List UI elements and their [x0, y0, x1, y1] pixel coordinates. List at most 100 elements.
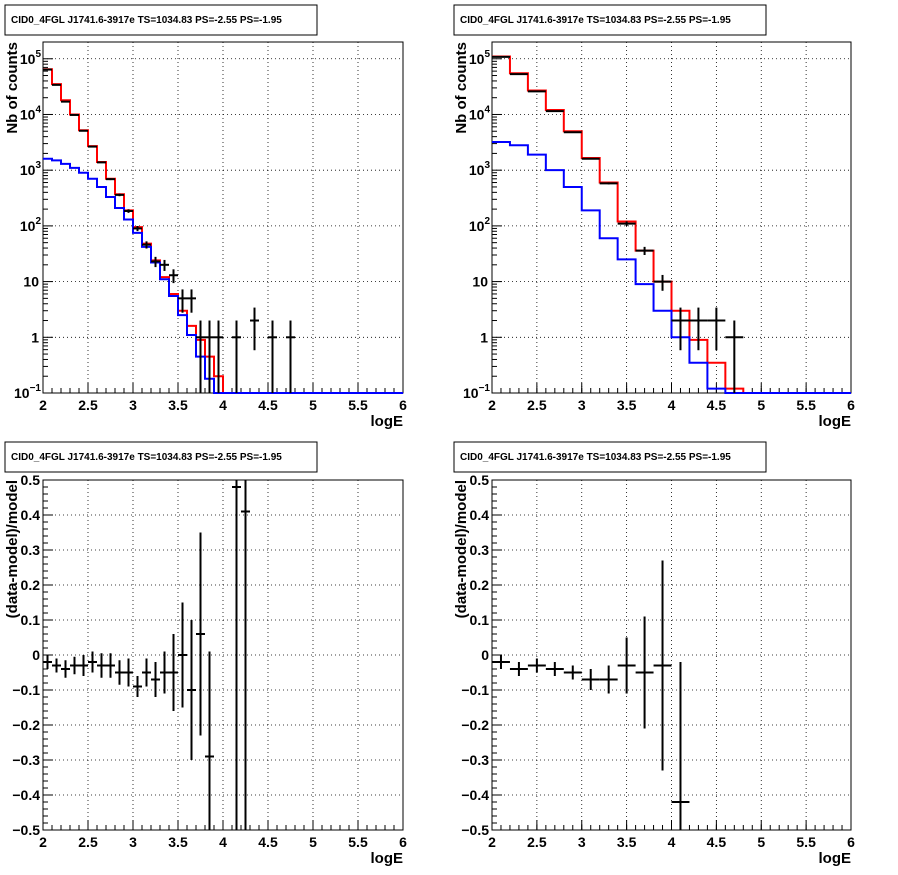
y-tick-label: −0.3 [12, 752, 40, 768]
x-tick-label: 5 [757, 834, 765, 850]
x-axis-label: logE [371, 413, 404, 430]
x-tick-label: 5.5 [348, 397, 368, 413]
y-tick-exponent: 3 [484, 160, 490, 171]
data-point [599, 182, 618, 185]
plot-frame [491, 479, 852, 831]
y-tick-base: 10 [469, 218, 485, 234]
y-tick-base: 10 [469, 106, 485, 122]
y-tick-base: 10 [23, 274, 39, 290]
data-point [79, 129, 88, 132]
data-point [133, 226, 142, 232]
x-tick-label: 4.5 [258, 397, 278, 413]
data-point [653, 560, 672, 771]
x-tick-label: 5 [309, 834, 317, 850]
chart-title: CID0_4FGL J1741.6-3917e TS=1034.83 PS=-2… [11, 15, 282, 26]
x-tick-label: 5.5 [796, 834, 816, 850]
x-tick-label: 2.5 [527, 834, 547, 850]
title-box [4, 4, 318, 36]
data-point [106, 178, 115, 181]
data-point [61, 660, 70, 678]
chart-title: CID0_4FGL J1741.6-3917e TS=1034.83 PS=-2… [460, 452, 731, 463]
y-tick-base: 10 [469, 51, 485, 67]
model-histogram-series-2 [492, 141, 851, 394]
y-tick-label: 103 [20, 160, 42, 178]
y-tick-base: 10 [20, 218, 36, 234]
data-point [707, 307, 726, 351]
data-point [581, 157, 600, 160]
y-tick-exponent: 4 [484, 104, 490, 115]
data-point [169, 269, 178, 284]
y-tick-label: −0.1 [461, 682, 489, 698]
y-tick-exponent: 2 [484, 216, 490, 227]
data-point [178, 602, 187, 708]
x-tick-label: 6 [847, 834, 855, 850]
data-point [635, 616, 654, 729]
x-tick-label: 2 [39, 834, 47, 850]
data-point [115, 660, 124, 685]
y-tick-base: 10 [20, 162, 36, 178]
title-box [4, 441, 318, 473]
y-axis-label: Nb of counts [4, 42, 21, 134]
y-tick-label: −0.2 [461, 717, 489, 733]
x-tick-label: 2.5 [78, 397, 98, 413]
data-point [88, 651, 97, 673]
y-tick-label: 0 [32, 647, 40, 663]
data-point [232, 320, 241, 393]
y-tick-label: 0.5 [21, 472, 41, 488]
y-tick-label: 105 [20, 49, 42, 67]
x-tick-label: 2.5 [78, 834, 98, 850]
y-tick-label: −0.4 [461, 787, 489, 803]
y-tick-label: 0.1 [21, 612, 41, 628]
x-tick-label: 3.5 [617, 397, 637, 413]
x-tick-label: 5 [309, 397, 317, 413]
x-tick-label: 3 [578, 834, 586, 850]
data-point [599, 665, 618, 694]
y-tick-label: 0.4 [470, 507, 490, 523]
chart-title: CID0_4FGL J1741.6-3917e TS=1034.83 PS=-2… [11, 452, 282, 463]
y-tick-base: 10 [14, 385, 30, 401]
data-point [509, 662, 528, 676]
x-tick-label: 5 [757, 397, 765, 413]
data-point [205, 320, 214, 393]
x-tick-label: 4 [668, 397, 676, 413]
data-point [124, 209, 133, 213]
data-point [160, 259, 169, 271]
data-point [581, 669, 600, 690]
y-tick-exponent: 4 [35, 104, 41, 115]
x-tick-label: 2 [488, 397, 496, 413]
chart-panel-1: 2 2.5 3 3.5 4 4.5 5 5.5 610−1110102103104105logE… [4, 4, 407, 430]
data-point [88, 145, 97, 148]
x-tick-label: 3 [578, 397, 586, 413]
data-point [214, 320, 223, 393]
y-tick-label: 10−1 [14, 383, 41, 401]
x-tick-label: 4 [219, 397, 227, 413]
y-tick-label: 0.2 [470, 577, 490, 593]
data-point [563, 665, 582, 680]
y-tick-label: −0.5 [12, 822, 40, 838]
data-point [196, 320, 205, 393]
chart-panel-4: 2 2.5 3 3.5 4 4.5 5 5.5 6 −0.5 −0.4 −0.3 −0.2 −0.1 0 0.… [453, 441, 855, 867]
y-axis-label: (data-model)/model [4, 480, 21, 618]
x-axis-label: logE [819, 850, 852, 867]
data-point [689, 307, 708, 351]
data-point [241, 480, 250, 830]
x-tick-label: 5.5 [348, 834, 368, 850]
data-point [151, 662, 160, 697]
y-tick-exponent: 3 [35, 160, 41, 171]
data-point [187, 289, 196, 313]
y-tick-label: 1 [31, 329, 39, 345]
y-tick-base: 10 [20, 51, 36, 67]
data-point [268, 320, 277, 393]
x-tick-label: 3.5 [168, 834, 188, 850]
data-point [97, 653, 106, 678]
x-tick-label: 2 [488, 834, 496, 850]
data-point [635, 246, 654, 256]
y-tick-base: 1 [31, 329, 39, 345]
data-point [492, 655, 510, 669]
data-point [250, 307, 259, 351]
y-tick-label: 105 [469, 49, 491, 67]
x-tick-label: 3 [129, 834, 137, 850]
data-point [52, 658, 61, 673]
y-tick-base: 10 [20, 106, 36, 122]
y-tick-label: 1 [480, 329, 488, 345]
